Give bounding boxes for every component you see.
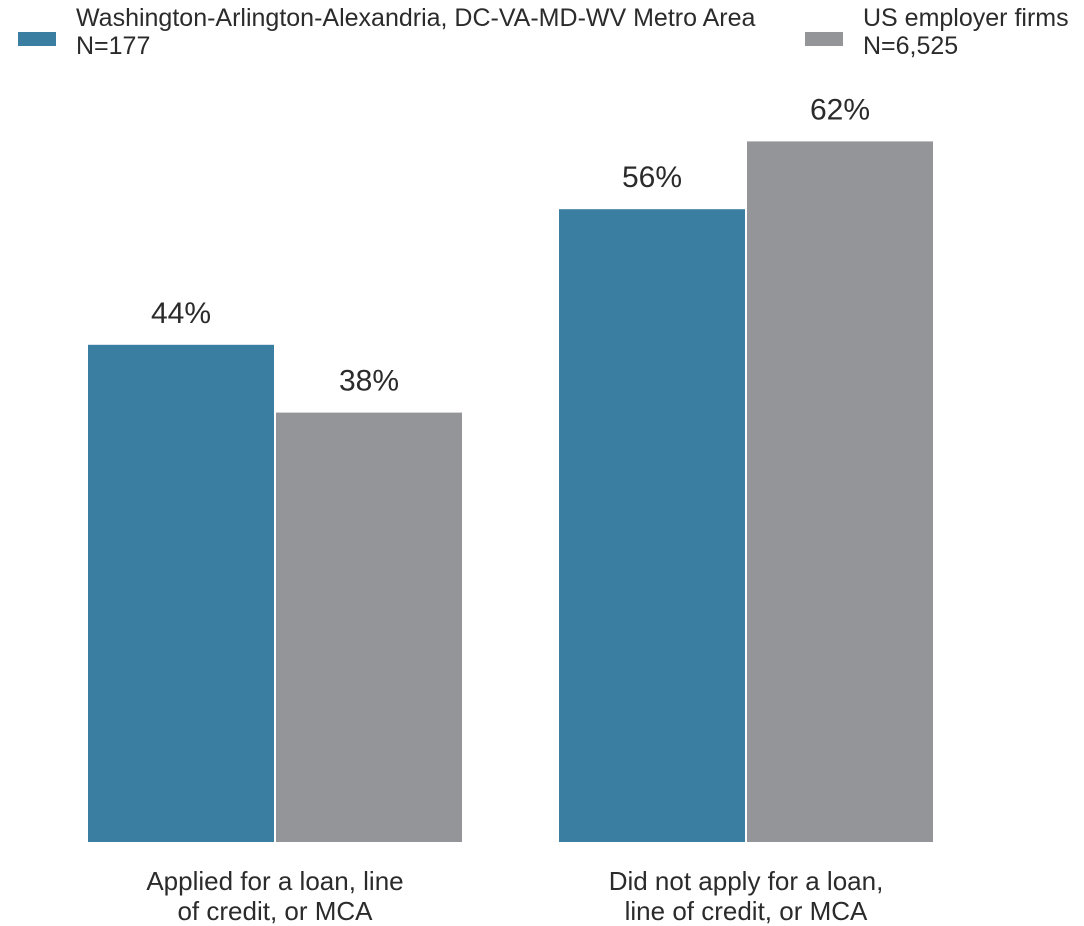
legend-series-n-metro: N=177 xyxy=(76,32,151,60)
legend-item-metro: Washington-Arlington-Alexandria, DC-VA-M… xyxy=(18,4,755,60)
legend-text-metro: Washington-Arlington-Alexandria, DC-VA-M… xyxy=(76,4,755,60)
legend-series-name-us: US employer firms xyxy=(863,4,1069,32)
legend-series-n-us: N=6,525 xyxy=(863,32,959,60)
bar-value-label-0-1: 38% xyxy=(339,365,399,398)
category-label-0-line-1: of credit, or MCA xyxy=(177,896,373,926)
category-label-0-line-0: Applied for a loan, line xyxy=(146,866,403,896)
legend-swatch-us xyxy=(805,32,843,46)
category-label-1-line-1: line of credit, or MCA xyxy=(625,896,868,926)
bar-value-label-0-0: 44% xyxy=(151,297,211,330)
legend-item-us: US employer firms N=6,525 xyxy=(805,4,1069,60)
category-label-1-line-0: Did not apply for a loan, xyxy=(609,866,884,896)
bar-1-1 xyxy=(747,141,933,842)
bar-1-0 xyxy=(559,209,745,842)
bar-value-label-1-0: 56% xyxy=(622,161,682,194)
bar-value-label-1-1: 62% xyxy=(810,93,870,126)
legend-series-name-metro: Washington-Arlington-Alexandria, DC-VA-M… xyxy=(76,4,756,32)
legend-text-us: US employer firms N=6,525 xyxy=(863,4,1069,60)
bar-0-1 xyxy=(276,412,462,842)
bar-0-0 xyxy=(88,344,274,842)
legend-swatch-metro xyxy=(18,32,56,46)
legend: Washington-Arlington-Alexandria, DC-VA-M… xyxy=(0,4,1084,64)
